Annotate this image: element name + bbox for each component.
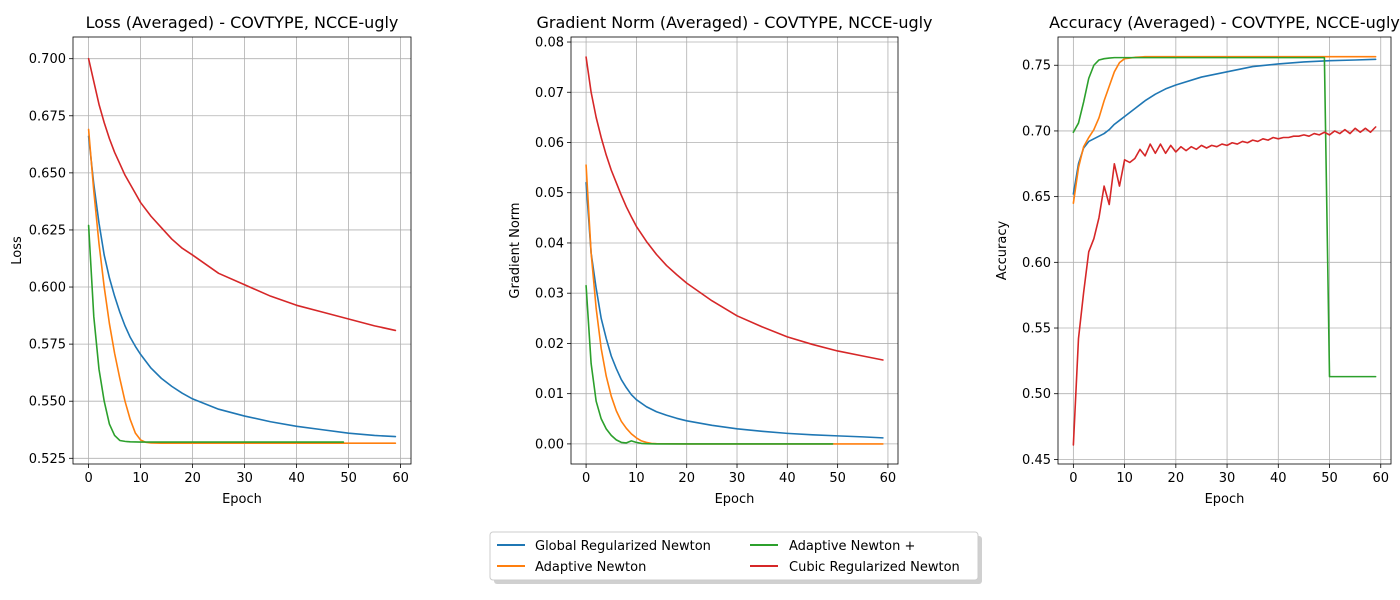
accuracy-chart-y-tick-label: 0.60 — [1022, 256, 1051, 271]
accuracy-chart-y-tick-label: 0.75 — [1022, 59, 1051, 74]
loss-chart-grid — [73, 37, 411, 464]
loss-chart-line-adaptive-newton — [87, 128, 397, 445]
gradient-norm-chart-line-adaptive-newton-plus — [585, 284, 834, 445]
accuracy-chart-x-tick-label: 10 — [1116, 471, 1133, 486]
legend-label-adaptive-newton: Adaptive Newton — [535, 560, 646, 575]
gradient-norm-chart-ylabel: Gradient Norm — [508, 202, 523, 298]
loss-chart-y-tick-label: 0.625 — [29, 223, 66, 238]
gradient-norm-chart-x-tick-label: 10 — [628, 471, 645, 486]
loss-chart-axes-frame — [72, 36, 412, 465]
accuracy-chart-x-tick-label: 40 — [1270, 471, 1287, 486]
loss-chart-series-group — [87, 57, 397, 445]
legend-label-global-regularized-newton: Global Regularized Newton — [535, 539, 711, 554]
accuracy-chart-y-tick-label: 0.70 — [1022, 124, 1051, 139]
accuracy-chart-y-tick-label: 0.45 — [1022, 453, 1051, 468]
loss-chart-x-tick-label: 40 — [288, 471, 305, 486]
gradient-norm-chart-y-tick-label: 0.02 — [535, 337, 564, 352]
legend-box — [489, 531, 979, 581]
gradient-norm-chart-x-tick-label: 60 — [880, 471, 897, 486]
gradient-norm-chart-x-tick-label: 20 — [678, 471, 695, 486]
accuracy-chart-grid — [1058, 37, 1391, 464]
accuracy-chart-x-tick-label: 20 — [1168, 471, 1185, 486]
gradient-norm-chart-line-cubic-regularized-newton — [585, 56, 884, 361]
loss-chart-y-tick-label: 0.575 — [29, 338, 66, 353]
legend: Global Regularized Newton Adaptive Newto… — [489, 531, 982, 584]
gradient-norm-chart: Gradient Norm (Averaged) - COVTYPE, NCCE… — [508, 13, 933, 507]
accuracy-chart-line-adaptive-newton-plus — [1072, 56, 1377, 378]
accuracy-chart: Accuracy (Averaged) - COVTYPE, NCCE-ugly… — [995, 13, 1400, 507]
legend-label-adaptive-newton-plus: Adaptive Newton + — [789, 539, 915, 554]
gradient-norm-chart-y-tick-label: 0.03 — [535, 287, 564, 302]
accuracy-chart-y-tick-label: 0.55 — [1022, 322, 1051, 337]
loss-chart-x-tick-label: 60 — [392, 471, 409, 486]
gradient-norm-chart-axes-frame — [570, 36, 899, 465]
loss-chart-line-adaptive-newton-plus — [87, 224, 345, 443]
gradient-norm-chart-y-tick-label: 0.08 — [535, 36, 564, 51]
accuracy-chart-axes-frame — [1057, 36, 1392, 465]
loss-chart-ylabel: Loss — [10, 236, 25, 265]
gradient-norm-chart-y-tick-label: 0.05 — [535, 186, 564, 201]
loss-chart-x-tick-label: 30 — [236, 471, 253, 486]
accuracy-chart-x-tick-label: 0 — [1069, 471, 1077, 486]
gradient-norm-chart-x-tick-label: 40 — [779, 471, 796, 486]
gradient-norm-chart-title: Gradient Norm (Averaged) - COVTYPE, NCCE… — [536, 13, 932, 32]
accuracy-chart-line-global-regularized-newton — [1072, 58, 1377, 195]
loss-chart-y-tick-label: 0.675 — [29, 109, 66, 124]
loss-chart-x-tick-label: 20 — [184, 471, 201, 486]
gradient-norm-chart-x-tick-label: 30 — [729, 471, 746, 486]
loss-chart-y-tick-label: 0.600 — [29, 281, 66, 296]
gradient-norm-chart-line-global-regularized-newton — [585, 181, 884, 439]
loss-chart-y-tick-label: 0.700 — [29, 52, 66, 67]
loss-chart-y-tick-label: 0.550 — [29, 395, 66, 410]
loss-chart-line-cubic-regularized-newton — [87, 57, 397, 332]
gradient-norm-chart-xlabel: Epoch — [715, 492, 755, 507]
gradient-norm-chart-grid — [571, 37, 898, 464]
legend-label-cubic-regularized-newton: Cubic Regularized Newton — [789, 560, 960, 575]
gradient-norm-chart-x-tick-label: 50 — [829, 471, 846, 486]
accuracy-chart-y-tick-label: 0.50 — [1022, 387, 1051, 402]
gradient-norm-chart-y-tick-label: 0.06 — [535, 136, 564, 151]
loss-chart-x-tick-label: 50 — [340, 471, 357, 486]
accuracy-chart-title: Accuracy (Averaged) - COVTYPE, NCCE-ugly — [1049, 13, 1400, 32]
loss-chart: Loss (Averaged) - COVTYPE, NCCE-ugly Epo… — [10, 13, 412, 507]
gradient-norm-chart-x-tick-label: 0 — [582, 471, 590, 486]
gradient-norm-chart-y-tick-label: 0.00 — [535, 437, 564, 452]
loss-chart-xlabel: Epoch — [222, 492, 262, 507]
loss-chart-y-tick-label: 0.525 — [29, 452, 66, 467]
loss-chart-title: Loss (Averaged) - COVTYPE, NCCE-ugly — [86, 13, 399, 32]
loss-chart-line-global-regularized-newton — [87, 135, 397, 438]
gradient-norm-chart-y-tick-label: 0.01 — [535, 387, 564, 402]
loss-chart-x-tick-label: 10 — [132, 471, 149, 486]
gradient-norm-chart-y-tick-label: 0.07 — [535, 86, 564, 101]
accuracy-chart-x-tick-label: 50 — [1321, 471, 1338, 486]
accuracy-chart-xlabel: Epoch — [1205, 492, 1245, 507]
accuracy-chart-line-cubic-regularized-newton — [1072, 126, 1377, 446]
gradient-norm-chart-series-group — [585, 56, 884, 445]
accuracy-chart-series-group — [1072, 55, 1377, 446]
gradient-norm-chart-y-tick-label: 0.04 — [535, 236, 564, 251]
accuracy-chart-x-tick-label: 60 — [1372, 471, 1389, 486]
loss-chart-x-tick-label: 0 — [84, 471, 92, 486]
accuracy-chart-ylabel: Accuracy — [995, 221, 1010, 281]
accuracy-chart-x-tick-label: 30 — [1219, 471, 1236, 486]
loss-chart-y-tick-label: 0.650 — [29, 166, 66, 181]
accuracy-chart-y-tick-label: 0.65 — [1022, 190, 1051, 205]
accuracy-chart-line-adaptive-newton — [1072, 55, 1377, 204]
